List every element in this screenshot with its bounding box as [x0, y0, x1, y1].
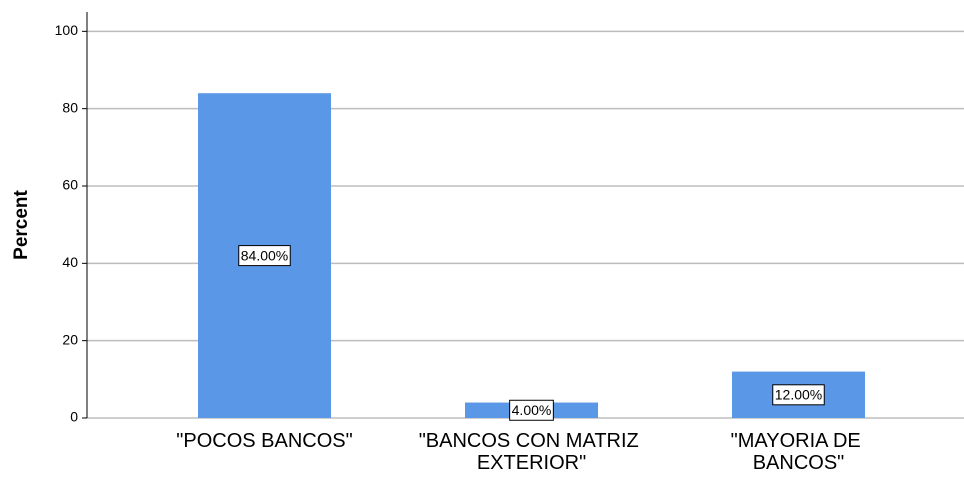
x-tick-label: "BANCOS CON MATRIZ EXTERIOR": [419, 430, 645, 474]
y-tick-label: 100: [55, 22, 79, 38]
value-label: 84.00%: [241, 247, 288, 263]
value-label-box: 12.00%: [772, 384, 825, 406]
x-tick-label: "MAYORIA DE BANCOS": [731, 430, 867, 474]
value-label: 12.00%: [775, 387, 822, 403]
value-label-bg: [509, 399, 554, 421]
value-label-bg: [772, 384, 825, 406]
x-tick-label: "POCOS BANCOS": [176, 430, 352, 452]
y-tick-label: 20: [62, 331, 78, 347]
value-label: 4.00%: [512, 402, 552, 418]
y-tick-label: 0: [70, 409, 78, 425]
value-label-box: 84.00%: [238, 245, 291, 267]
value-label-box: 4.00%: [509, 399, 554, 421]
y-tick-label: 40: [62, 254, 78, 270]
y-axis-label: Percent: [11, 189, 32, 259]
y-tick-label: 80: [62, 99, 78, 115]
y-tick-label: 60: [62, 177, 78, 193]
value-label-bg: [238, 245, 291, 267]
